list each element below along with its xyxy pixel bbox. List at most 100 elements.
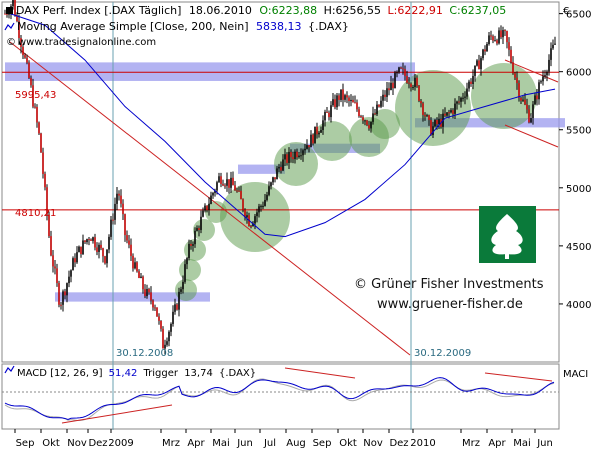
- x-tick-label: 2010: [410, 438, 435, 449]
- candle-body: [236, 190, 238, 192]
- candle-body: [304, 148, 306, 151]
- candle-body: [410, 83, 412, 88]
- candle-body: [548, 59, 550, 72]
- x-tick-label: Dez: [389, 438, 408, 449]
- candle-body: [354, 102, 356, 104]
- candle-body: [48, 214, 50, 237]
- candle-body: [182, 281, 184, 290]
- consolidation-bubble: [175, 279, 197, 301]
- candle-body: [212, 192, 214, 196]
- currency-label: €: [563, 6, 569, 17]
- candle-body: [298, 155, 300, 158]
- consolidation-bubble: [370, 109, 400, 139]
- macd-legend-icon: [4, 365, 15, 374]
- candle-body: [22, 46, 24, 56]
- candle-body: [188, 243, 190, 259]
- candle-body: [386, 88, 388, 97]
- candle-body: [8, 13, 10, 15]
- candle-body: [250, 226, 252, 228]
- candle-body: [338, 95, 340, 100]
- candle-body: [504, 30, 506, 32]
- candle-body: [74, 258, 76, 263]
- candle-body: [222, 183, 224, 186]
- x-tick-label: Jun: [236, 438, 253, 449]
- candle-body: [170, 323, 172, 332]
- candle-body: [108, 236, 110, 250]
- candle-body: [40, 133, 42, 153]
- candle-body: [474, 65, 476, 76]
- candle-body: [264, 199, 266, 206]
- candle-body: [92, 237, 94, 241]
- candle-body: [436, 120, 438, 125]
- candle-body: [172, 311, 174, 324]
- candle-body: [266, 194, 268, 200]
- candle-body: [552, 44, 554, 49]
- candle-body: [460, 97, 462, 102]
- candle-body: [226, 179, 228, 186]
- watermark-url: www.gruener-fisher.de: [377, 297, 523, 312]
- candle-body: [4, 13, 6, 15]
- candle-body: [114, 203, 116, 220]
- candle-body: [320, 129, 322, 133]
- candle-body: [554, 43, 556, 45]
- candle-body: [530, 118, 532, 123]
- candle-body: [532, 104, 534, 119]
- candle-body: [402, 68, 404, 70]
- candle-body: [378, 104, 380, 107]
- level-label-high: 5995,43: [15, 90, 56, 101]
- candle-body: [528, 109, 530, 123]
- candle-body: [418, 85, 420, 101]
- series-swatch: [6, 7, 13, 14]
- x-tick-label: Apr: [488, 438, 506, 449]
- candle-body: [156, 307, 158, 317]
- candle-body: [186, 258, 188, 265]
- candle-body: [208, 203, 210, 210]
- candle-body: [470, 81, 472, 84]
- candle-body: [316, 126, 318, 135]
- candle-body: [376, 104, 378, 115]
- x-tick-label: Jul: [263, 438, 276, 449]
- y-axis: 6500 6000 5500 5000 4500 4000: [559, 10, 591, 311]
- candle-body: [174, 304, 176, 312]
- candle-body: [198, 228, 200, 230]
- candle-body: [372, 113, 374, 122]
- candle-body: [134, 262, 136, 269]
- candle-body: [330, 105, 332, 118]
- candle-body: [96, 247, 98, 252]
- price-candles: [4, 0, 556, 355]
- candle-body: [496, 40, 498, 44]
- candle-body: [396, 72, 398, 74]
- candle-body: [308, 145, 310, 148]
- y-tick-label: 5000: [566, 184, 591, 195]
- candle-body: [288, 151, 290, 163]
- candle-body: [364, 120, 366, 122]
- x-tick-label: Mai: [212, 438, 230, 449]
- candle-body: [448, 112, 450, 114]
- candle-body: [312, 134, 314, 144]
- y-tick-label: 5500: [566, 126, 591, 137]
- candle-body: [340, 89, 342, 100]
- candle-body: [34, 106, 36, 108]
- zone-band: [55, 292, 210, 302]
- candle-body: [398, 67, 400, 73]
- candle-body: [12, 0, 14, 7]
- x-tick-label: 2009: [108, 438, 133, 449]
- candle-body: [70, 270, 72, 277]
- candle-body: [262, 205, 264, 207]
- candle-body: [194, 230, 196, 245]
- candle-body: [116, 193, 118, 204]
- candle-body: [488, 35, 490, 44]
- candle-body: [150, 292, 152, 301]
- candle-body: [478, 60, 480, 70]
- candle-body: [118, 193, 120, 196]
- macd-side-label: MACI: [563, 369, 588, 380]
- candle-body: [336, 95, 338, 108]
- candle-body: [350, 99, 352, 102]
- macd-legend: MACD [12, 26, 9] 51,42 Trigger 13,74 {.D…: [17, 368, 256, 379]
- candle-body: [160, 320, 162, 329]
- candle-body: [428, 115, 430, 121]
- candle-body: [408, 82, 410, 84]
- x-tick-label: Okt: [42, 438, 60, 449]
- candle-body: [282, 159, 284, 171]
- candle-body: [252, 223, 254, 227]
